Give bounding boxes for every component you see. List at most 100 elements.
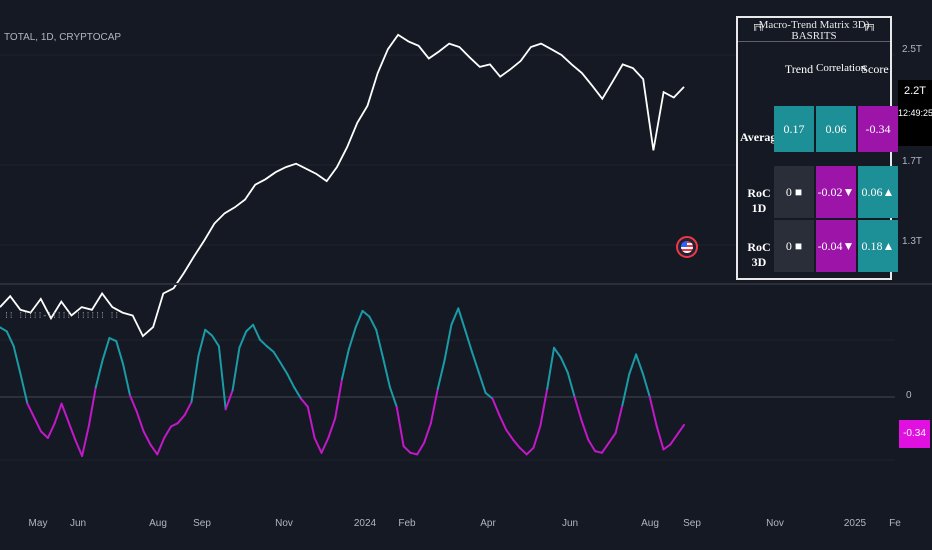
oscillator-segment	[662, 443, 672, 451]
oscillator-segment	[156, 437, 166, 456]
oscillator-segment	[354, 309, 364, 329]
time-tick: Apr	[480, 518, 496, 529]
oscillator-segment	[252, 323, 261, 341]
oscillator-segment	[142, 430, 152, 446]
row-label-average: Average	[740, 130, 782, 144]
oscillator-segment	[457, 307, 467, 331]
oscillator-segment	[429, 387, 439, 425]
table-title: ╔╗ Macro-Trend Matrix 3D) BASRITS ╔╗	[738, 18, 890, 42]
oscillator-segment	[491, 397, 501, 416]
cell-roc3d-trend: 0 ■	[774, 220, 814, 272]
price-axis[interactable]: 2.5T 1.7T 1.3T 0	[902, 44, 922, 401]
oscillator-segment	[33, 416, 42, 433]
cell-roc1d-correlation: -0.02▼	[816, 166, 856, 218]
oscillator-segment	[53, 402, 63, 425]
oscillator-segment	[464, 328, 473, 353]
time-tick: 2025	[844, 518, 867, 529]
oscillator-segment	[635, 353, 644, 375]
time-tick: May	[29, 518, 48, 529]
oscillator-segment	[286, 373, 296, 389]
time-tick: Aug	[641, 518, 659, 529]
oscillator-segment	[484, 391, 494, 400]
oscillator-segment	[272, 350, 282, 364]
oscillator-segment	[293, 386, 302, 400]
time-tick: Fe	[889, 518, 901, 529]
oscillator-segment	[231, 346, 241, 392]
column-header-score: Score	[861, 62, 889, 76]
oscillator-segment	[648, 396, 658, 427]
oscillator-segment	[628, 353, 638, 375]
oscillator-segment	[176, 414, 186, 425]
oscillator-segment	[74, 438, 84, 457]
oscillator-segment	[87, 386, 97, 427]
time-tick: Nov	[766, 518, 784, 529]
oscillator-segment	[163, 425, 172, 439]
oscillator-segment	[450, 307, 460, 326]
oscillator-segment	[361, 309, 371, 318]
oscillator-segment	[607, 432, 617, 444]
time-tick: Sep	[193, 518, 211, 529]
time-tick: Nov	[275, 518, 293, 529]
oscillator-segment	[101, 337, 111, 362]
oscillator-segment	[423, 422, 432, 444]
oscillator-segment	[553, 346, 562, 359]
oscillator-segment	[436, 359, 446, 390]
time-tick: Sep	[683, 518, 701, 529]
oscillator-segment	[600, 441, 610, 454]
oscillator-segment	[197, 328, 207, 357]
oscillator-segment	[5, 330, 15, 348]
oscillator-segment	[669, 433, 679, 446]
oscillator-segment	[306, 405, 316, 439]
oscillator-segment	[539, 387, 549, 427]
oscillator-segment	[388, 386, 398, 408]
oscillator-segment	[621, 373, 631, 407]
oscillator-segment	[443, 323, 453, 362]
column-header-trend: Trend	[784, 62, 814, 76]
oscillator-segment	[245, 323, 255, 333]
oscillator-segment	[676, 423, 685, 436]
oscillator-segment	[395, 405, 405, 448]
oscillator-segment	[149, 443, 159, 456]
oscillator-segment	[60, 402, 70, 423]
ticker-label: TOTAL, 1D, CRYPTOCAP	[4, 32, 121, 43]
current-price-label: 2.2T	[898, 80, 932, 102]
oscillator-segment	[81, 424, 90, 457]
table-title-text: Macro-Trend Matrix 3D) BASRITS	[758, 19, 870, 42]
oscillator-segment	[135, 410, 145, 433]
indicator-value-label: -0.34	[899, 420, 930, 448]
price-line	[0, 33, 685, 338]
oscillator-segment	[471, 350, 480, 374]
cell-average-trend: 0.17	[774, 106, 814, 152]
macro-trend-matrix-table: ╔╗ Macro-Trend Matrix 3D) BASRITS ╔╗ Tre…	[736, 16, 898, 280]
oscillator-segment	[94, 359, 104, 389]
oscillator-segment	[279, 361, 289, 375]
oscillator-segment	[67, 420, 77, 441]
time-axis[interactable]: May Jun Aug Sep Nov 2024 Feb Apr Jun Aug Sep Nov 202…	[29, 518, 902, 529]
cell-roc1d-score: 0.06▲	[858, 166, 898, 218]
oscillator-segment	[26, 402, 36, 419]
oscillator-segment	[115, 340, 125, 366]
oscillator-segment	[12, 345, 22, 375]
oscillator-segment	[0, 326, 8, 333]
oscillator-segment	[224, 389, 234, 411]
oscillator-segment	[382, 356, 391, 389]
oscillator-segment	[46, 422, 56, 439]
oscillator-segment	[238, 330, 248, 349]
oscillator-segment	[512, 438, 521, 449]
oscillator-segment	[655, 424, 665, 451]
oscillator-segment	[190, 355, 200, 403]
pin-icon: ╔╗	[752, 20, 765, 30]
us-flag-icon[interactable]	[676, 236, 698, 258]
cell-average-correlation: 0.06	[816, 106, 856, 152]
oscillator-segment	[265, 345, 275, 353]
time-tick: Jun	[70, 518, 86, 529]
oscillator-segment	[587, 438, 597, 453]
oscillator-segment	[525, 446, 535, 456]
oscillator-segment	[122, 363, 131, 397]
price-tick: 1.3T	[902, 236, 922, 247]
oscillator-segment	[594, 450, 603, 454]
oscillator-segment	[129, 394, 138, 413]
oscillator-segment	[642, 373, 651, 398]
oscillator-segment	[320, 437, 330, 454]
oscillator-segment	[505, 428, 514, 441]
